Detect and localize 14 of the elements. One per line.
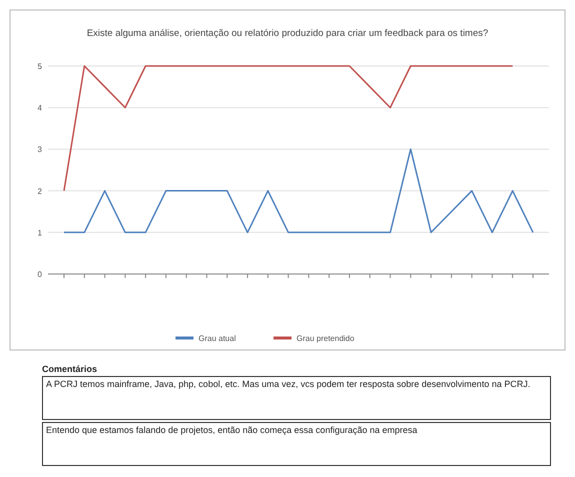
y-tick-label: 1	[38, 228, 43, 238]
y-tick-label: 2	[38, 186, 43, 196]
y-tick-label: 4	[38, 104, 43, 113]
text: Comentários	[42, 364, 98, 374]
text: Entendo que estamos falando de projetos, então não começa essa configuração na empresa	[42, 422, 551, 466]
text: A PCRJ temos mainframe, Java, php, cobol, etc. Mas uma vez, vcs podem ter resposta sobre desenvolvimento na PCRJ.	[42, 376, 551, 420]
y-tick-label: 5	[38, 62, 43, 71]
chart-title: Existe alguma análise, orientação ou relatório produzido para criar um feedback para os times?	[86, 28, 488, 39]
legend-label: Grau pretendido	[296, 334, 355, 343]
line-series	[63, 148, 534, 234]
y-tick-label: 3	[38, 145, 43, 154]
y-tick-label: 0	[38, 270, 43, 279]
legend-label: Grau atual	[198, 334, 236, 343]
line-series	[63, 65, 514, 192]
